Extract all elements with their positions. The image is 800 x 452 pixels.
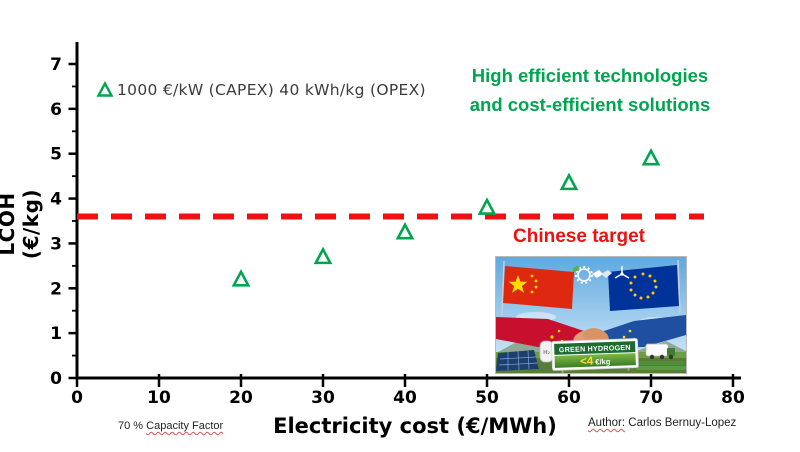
headline-line2: and cost-efficient solutions [469, 94, 711, 115]
gear-icon [577, 268, 591, 282]
china-flag-small-star [534, 285, 538, 289]
y-tick-label: 6 [50, 100, 62, 120]
author-rest: Carlos Bernuy-Lopez [625, 417, 737, 429]
sign-price-band [554, 353, 636, 368]
capacity-factor-prefix: 70 % [118, 420, 147, 432]
capacity-factor-note: 70 % Capacity Factor [118, 420, 223, 432]
x-tick-label: 20 [229, 388, 253, 408]
y-axis-title: LCOH (€/kg) [0, 188, 43, 260]
eu-flag-stars [629, 272, 658, 300]
x-tick-label: 30 [311, 388, 335, 408]
data-point-triangle [559, 172, 579, 191]
gear-teeth-icon [575, 266, 593, 284]
sign-price-unit: €/kg [593, 357, 611, 367]
capacity-factor-underlined: Capacity Factor [146, 420, 224, 432]
x-tick-label: 50 [475, 388, 499, 408]
x-tick-label: 70 [639, 388, 663, 408]
leaf-icon [572, 266, 580, 272]
china-flag-star [508, 275, 528, 293]
data-point-triangle [641, 147, 661, 166]
hydrogen-badge-image: H₂ H₂ GREEN HYDROGEN <4 €/kg [495, 256, 687, 374]
wind-turbine-icon [614, 266, 630, 279]
y-tick-label: 5 [50, 145, 62, 165]
legend-label: 1000 €/kW (CAPEX) 40 kWh/kg (OPEX) [117, 81, 426, 99]
target-line-label: Chinese target [513, 226, 645, 247]
author-underlined: Author: [588, 417, 626, 429]
handshake-icon [592, 270, 603, 278]
pipeline [632, 361, 686, 370]
x-tick-label: 60 [557, 388, 581, 408]
flagpole-left [501, 260, 505, 316]
tank-label: H₂ [543, 350, 551, 356]
data-point-triangle [477, 197, 497, 215]
y-tick-label: 2 [50, 279, 62, 299]
price-sign: GREEN HYDROGEN <4 €/kg [551, 338, 639, 373]
china-flag-small-star [530, 274, 534, 278]
x-tick-label: 10 [147, 388, 171, 408]
china-flag-small-star [534, 279, 538, 283]
solar-panel-grid [498, 350, 539, 371]
sign-caption-band [554, 341, 636, 355]
x-axis-title: Electricity cost (€/MWh) [273, 414, 557, 438]
y-tick-label: 7 [50, 55, 62, 75]
data-point-triangle [395, 221, 415, 240]
y-tick-label: 3 [50, 234, 62, 254]
headline-text: High efficient technologies and cost-eff… [444, 61, 736, 119]
china-flag-small-star [530, 290, 534, 294]
author-note: Author: Carlos Bernuy-Lopez [588, 417, 736, 429]
data-point-triangle [231, 269, 251, 287]
flagpole-right [677, 259, 681, 314]
eu-flag [608, 265, 679, 311]
sign-caption: GREEN HYDROGEN [559, 343, 631, 355]
sign-price: <4 €/kg [580, 355, 611, 368]
sign-price-value: <4 [580, 356, 594, 368]
headline-line1: High efficient technologies [471, 65, 709, 86]
y-tick-label: 1 [50, 324, 62, 344]
truck [645, 343, 675, 360]
china-flag [503, 266, 574, 309]
data-point-triangle [313, 246, 333, 265]
solar-panel [496, 350, 539, 371]
x-tick-label: 40 [393, 388, 417, 408]
y-tick-label: 4 [50, 190, 62, 210]
handshake-icon [601, 270, 612, 278]
icon-row [572, 266, 630, 284]
legend-marker-triangle-icon [96, 80, 114, 97]
x-tick-label: 0 [71, 388, 83, 408]
y-tick-label: 0 [50, 369, 62, 389]
x-tick-label: 80 [721, 388, 745, 408]
